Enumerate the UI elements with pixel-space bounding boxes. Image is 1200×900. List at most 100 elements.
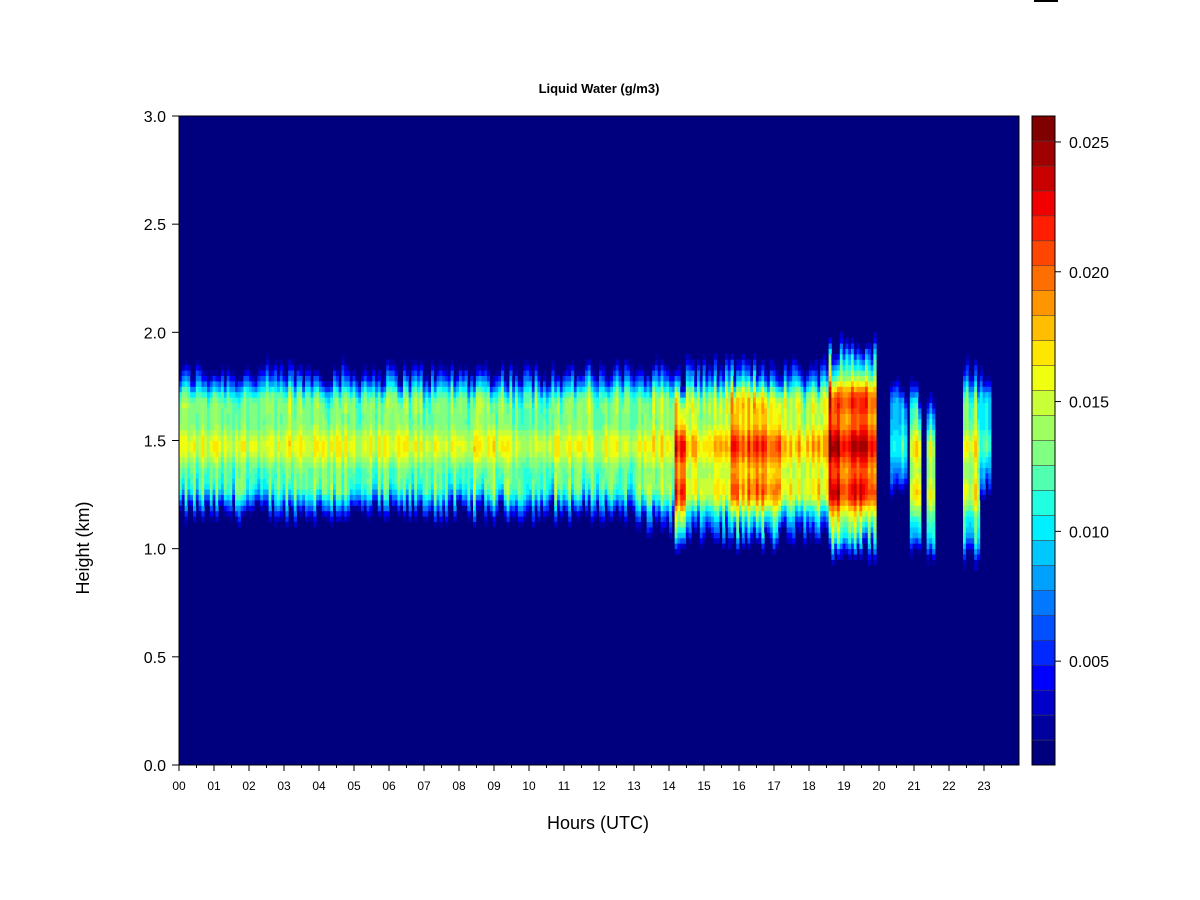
heatmap-cell xyxy=(299,418,303,425)
heatmap-cell xyxy=(585,424,589,431)
heatmap-cell xyxy=(246,413,250,420)
heatmap-cell xyxy=(677,424,681,431)
heatmap-cell xyxy=(394,505,398,512)
heatmap-cell xyxy=(422,451,426,458)
heatmap-cell xyxy=(635,445,639,452)
heatmap-cell xyxy=(226,451,230,458)
heatmap-cell xyxy=(646,391,650,398)
heatmap-cell xyxy=(181,429,185,436)
heatmap-cell xyxy=(517,386,521,393)
heatmap-cell xyxy=(408,391,412,398)
heatmap-cell xyxy=(461,494,465,501)
heatmap-cell xyxy=(565,370,569,376)
heatmap-cell xyxy=(190,397,194,404)
heatmap-cell xyxy=(335,445,339,452)
heatmap-cell xyxy=(649,489,653,495)
heatmap-cell xyxy=(268,402,272,409)
heatmap-cell xyxy=(481,445,485,452)
heatmap-cell xyxy=(375,467,379,474)
heatmap-cell xyxy=(680,527,684,533)
heatmap-cell xyxy=(473,456,477,463)
heatmap-cell xyxy=(386,397,390,404)
heatmap-cell xyxy=(495,413,499,420)
heatmap-cell xyxy=(307,435,311,441)
heatmap-cell xyxy=(568,483,572,490)
heatmap-cell xyxy=(408,494,412,501)
heatmap-cell xyxy=(467,381,471,387)
heatmap-cell xyxy=(478,478,482,485)
heatmap-cell xyxy=(534,418,538,425)
heatmap-cell xyxy=(590,429,594,436)
heatmap-cell xyxy=(254,440,258,447)
heatmap-cell xyxy=(403,445,407,452)
heatmap-cell xyxy=(333,445,337,452)
heatmap-cell xyxy=(481,456,485,463)
heatmap-cell xyxy=(293,456,297,463)
heatmap-cell xyxy=(523,510,527,517)
heatmap-cell xyxy=(193,516,197,523)
heatmap-cell xyxy=(610,370,614,376)
heatmap-cell xyxy=(523,408,527,414)
heatmap-cell xyxy=(184,435,188,441)
heatmap-cell xyxy=(405,440,409,447)
heatmap-cell xyxy=(218,456,222,463)
heatmap-cell xyxy=(459,483,463,490)
heatmap-cell xyxy=(260,445,264,452)
heatmap-cell xyxy=(265,413,269,420)
heatmap-cell xyxy=(478,391,482,398)
heatmap-cell xyxy=(344,408,348,414)
heatmap-cell xyxy=(335,483,339,490)
heatmap-cell xyxy=(610,489,614,495)
heatmap-cell xyxy=(652,381,656,387)
heatmap-cell xyxy=(201,510,205,517)
heatmap-cell xyxy=(226,462,230,468)
heatmap-cell xyxy=(445,445,449,452)
heatmap-cell xyxy=(629,451,633,458)
heatmap-cell xyxy=(372,435,376,441)
heatmap-cell xyxy=(260,494,264,501)
heatmap-cell xyxy=(403,499,407,506)
heatmap-cell xyxy=(366,418,370,425)
heatmap-cell xyxy=(293,424,297,431)
heatmap-cell xyxy=(442,435,446,441)
heatmap-cell xyxy=(579,505,583,512)
heatmap-cell xyxy=(313,462,317,468)
heatmap-cell xyxy=(386,386,390,393)
heatmap-cell xyxy=(442,462,446,468)
heatmap-cell xyxy=(456,456,460,463)
heatmap-cell xyxy=(641,472,645,479)
heatmap-cell xyxy=(467,418,471,425)
heatmap-cell xyxy=(657,381,661,387)
heatmap-cell xyxy=(501,462,505,468)
heatmap-cell xyxy=(447,375,451,382)
heatmap-cell xyxy=(534,424,538,431)
heatmap-cell xyxy=(411,494,415,501)
heatmap-cell xyxy=(431,418,435,425)
heatmap-cell xyxy=(509,391,513,398)
heatmap-cell xyxy=(683,445,687,452)
heatmap-cell xyxy=(330,386,334,393)
heatmap-cell xyxy=(663,435,667,441)
heatmap-cell xyxy=(492,435,496,441)
heatmap-cell xyxy=(319,489,323,495)
heatmap-cell xyxy=(414,494,418,501)
heatmap-cell xyxy=(431,494,435,501)
heatmap-cell xyxy=(540,418,544,425)
heatmap-cell xyxy=(663,418,667,425)
heatmap-cell xyxy=(629,489,633,495)
heatmap-cell xyxy=(576,510,580,517)
heatmap-cell xyxy=(419,375,423,382)
heatmap-cell xyxy=(223,499,227,506)
heatmap-cell xyxy=(601,499,605,506)
heatmap-cell xyxy=(531,451,535,458)
heatmap-cell xyxy=(470,494,474,501)
heatmap-cell xyxy=(190,391,194,398)
heatmap-cell xyxy=(417,494,421,501)
heatmap-cell xyxy=(613,364,617,371)
heatmap-cell xyxy=(573,510,577,517)
heatmap-cell xyxy=(442,483,446,490)
heatmap-cell xyxy=(515,440,519,447)
heatmap-cell xyxy=(201,418,205,425)
heatmap-cell xyxy=(473,429,477,436)
heatmap-cell xyxy=(551,472,555,479)
